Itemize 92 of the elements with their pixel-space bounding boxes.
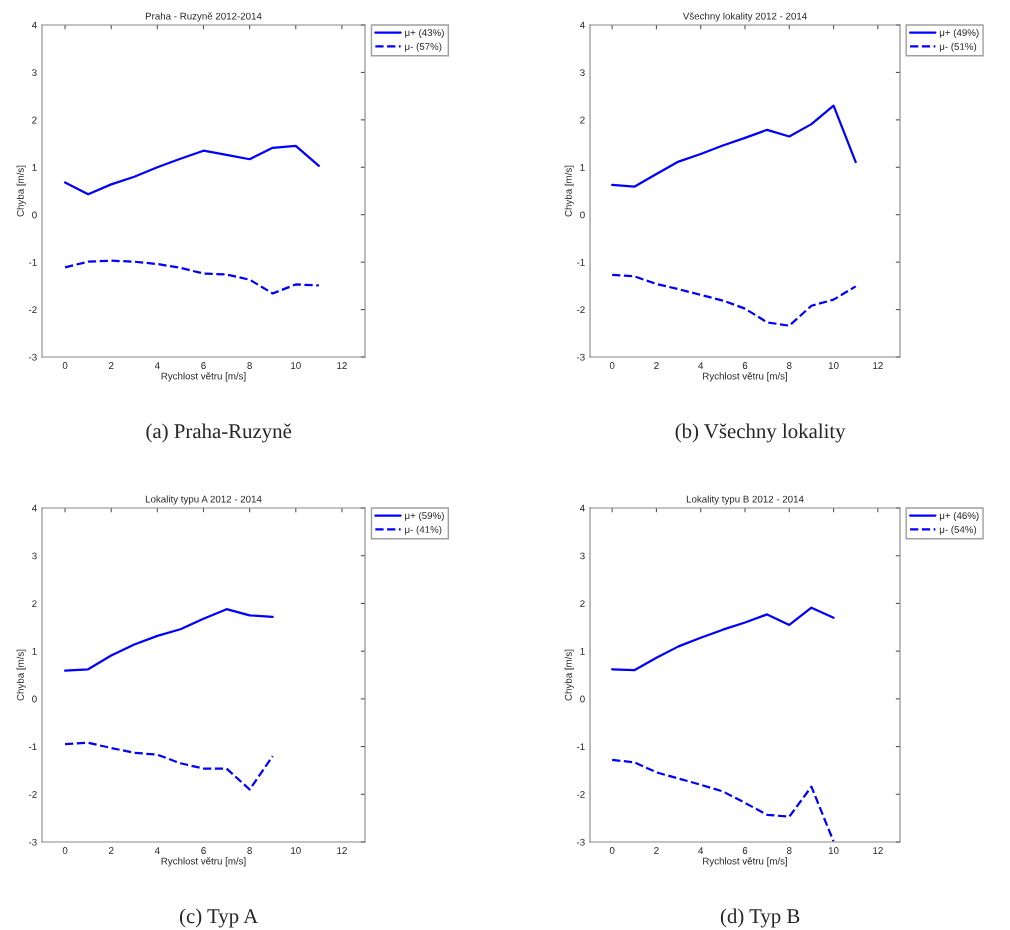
x-tick-label: 2: [109, 847, 114, 854]
x-tick-label: 12: [873, 847, 883, 854]
y-tick-label: 0: [32, 695, 37, 703]
y-tick-label: -1: [576, 743, 585, 751]
chart-title: Lokality typu A 2012 - 2014: [145, 495, 262, 505]
x-tick-label: 8: [247, 362, 252, 369]
x-tick-label: 4: [154, 847, 160, 854]
line-series: [611, 758, 835, 842]
x-tick-label: 6: [201, 362, 206, 369]
y-tick-label: 1: [32, 164, 37, 171]
line-series: [611, 104, 857, 188]
x-axis-title: Rychlost větru [m/s]: [161, 372, 246, 382]
text: (d) Typ B: [720, 908, 800, 928]
y-tick-label: 0: [580, 695, 585, 703]
x-tick-label: 0: [62, 847, 68, 854]
x-tick-label: 2: [654, 362, 659, 369]
y-tick-label: -3: [576, 838, 585, 846]
x-tick-label: 8: [787, 362, 792, 369]
x-tick-label: 0: [609, 847, 615, 854]
y-tick-label: 3: [580, 552, 585, 560]
x-tick-label: 0: [609, 362, 615, 369]
legend-label: μ+ (43%): [405, 28, 444, 38]
y-axis-title: Chyba [m/s]: [16, 649, 26, 701]
legend-label: μ- (41%): [405, 525, 442, 535]
x-tick-label: 6: [742, 362, 748, 369]
x-tick-label: 12: [873, 362, 883, 369]
line-series: [63, 741, 274, 791]
x-tick-label: 4: [698, 362, 704, 369]
y-tick-label: 4: [31, 21, 37, 29]
x-axis-title: Rychlost větru [m/s]: [703, 372, 787, 382]
y-tick-label: -3: [28, 838, 37, 846]
line-series: [611, 606, 835, 672]
y-tick-label: -3: [576, 353, 585, 361]
text: (b) Všechny lokality: [675, 423, 846, 443]
x-tick-label: 0: [62, 362, 68, 369]
y-tick-label: 3: [32, 69, 37, 77]
y-tick-label: 3: [580, 69, 585, 77]
y-tick-label: -1: [576, 258, 585, 266]
line-series: [63, 144, 320, 196]
y-tick-label: -1: [28, 258, 37, 266]
y-tick-label: -2: [28, 306, 37, 314]
x-tick-label: 8: [247, 847, 252, 854]
y-tick-label: 0: [580, 211, 585, 219]
x-tick-label: 10: [828, 362, 839, 369]
x-tick-label: 2: [654, 847, 659, 854]
y-tick-label: 1: [580, 164, 585, 171]
y-axis-title: Chyba [m/s]: [564, 165, 574, 217]
x-tick-label: 4: [698, 847, 704, 854]
x-axis-title: Rychlost větru [m/s]: [703, 857, 787, 867]
legend-label: μ+ (49%): [939, 28, 979, 38]
y-tick-label: 3: [32, 552, 37, 560]
y-axis-title: Chyba [m/s]: [564, 649, 574, 701]
x-tick-label: 6: [742, 847, 748, 854]
x-tick-label: 4: [154, 362, 160, 369]
y-axis-title: Chyba [m/s]: [16, 165, 26, 217]
y-tick-label: 2: [580, 116, 585, 124]
legend-label: μ+ (46%): [939, 511, 979, 521]
y-tick-label: 2: [32, 116, 37, 124]
y-tick-label: 4: [31, 504, 37, 512]
y-tick-label: 2: [580, 600, 585, 607]
x-tick-label: 2: [109, 362, 114, 369]
y-tick-label: 1: [32, 647, 37, 655]
x-tick-label: 10: [828, 847, 839, 854]
x-tick-label: 6: [201, 847, 206, 854]
line-series: [63, 259, 320, 295]
y-tick-label: 4: [579, 21, 585, 29]
y-tick-label: -2: [576, 791, 585, 798]
x-axis-title: Rychlost větru [m/s]: [161, 857, 246, 867]
chart-title: Praha - Ruzyně 2012-2014: [145, 12, 262, 22]
text: (c) Typ A: [179, 908, 259, 928]
legend-label: μ+ (59%): [405, 511, 444, 521]
text: (a) Praha-Ruzyně: [146, 423, 292, 443]
y-tick-label: -1: [28, 743, 37, 751]
chart-title: Lokality typu B 2012 - 2014: [686, 495, 804, 505]
y-tick-label: -2: [28, 791, 37, 798]
y-tick-label: 4: [579, 504, 585, 512]
legend-label: μ- (54%): [939, 525, 977, 535]
x-tick-label: 12: [337, 847, 347, 854]
x-tick-label: 12: [337, 362, 347, 369]
y-tick-label: -3: [28, 353, 37, 361]
y-tick-label: 1: [580, 647, 585, 655]
y-tick-label: 0: [32, 211, 37, 219]
chart-title: Všechny lokality 2012 - 2014: [682, 12, 807, 22]
y-tick-label: 2: [32, 600, 37, 607]
x-tick-label: 10: [291, 847, 301, 854]
y-tick-label: -2: [576, 306, 585, 314]
legend-label: μ- (51%): [939, 42, 977, 52]
x-tick-label: 10: [291, 362, 301, 369]
line-series: [611, 273, 857, 327]
line-series: [63, 608, 274, 672]
legend-label: μ- (57%): [405, 42, 442, 52]
x-tick-label: 8: [787, 847, 792, 854]
